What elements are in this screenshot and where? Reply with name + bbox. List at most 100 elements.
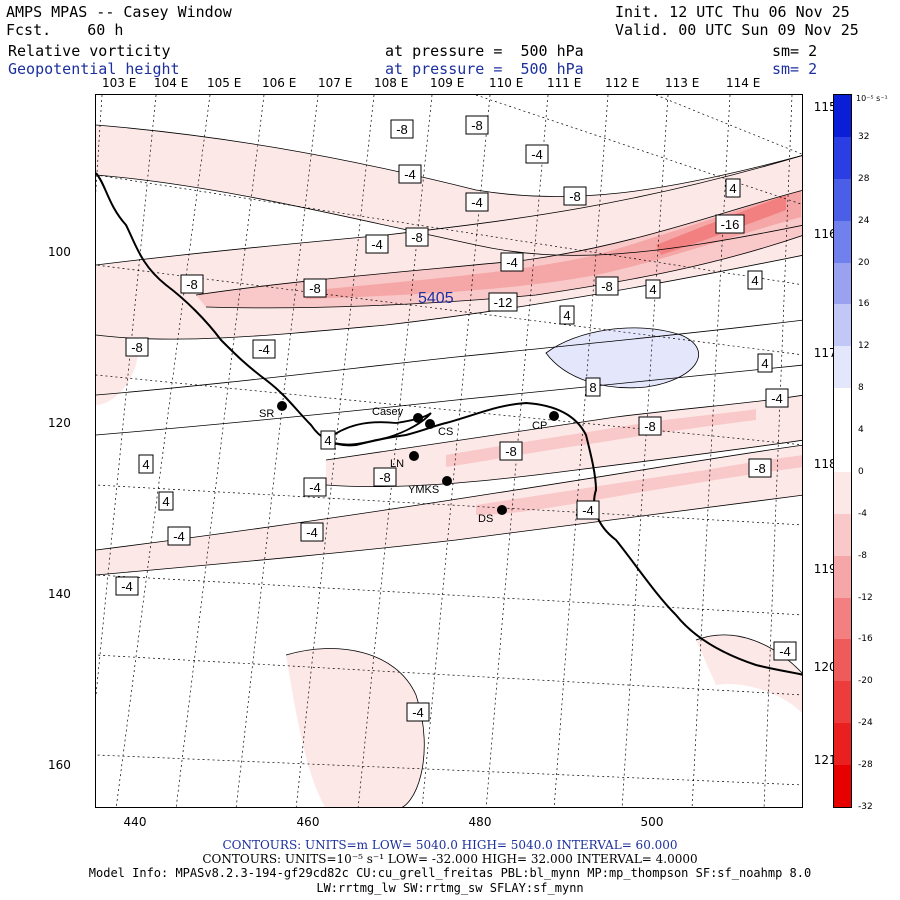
contour-label-box — [559, 305, 575, 325]
contour-label-box — [585, 377, 601, 397]
colorbar-cell — [834, 681, 851, 724]
contour-label-box — [138, 454, 154, 474]
station-marker — [425, 419, 435, 429]
footer-model-physics: LW:rrtmg_lw SW:rrtmg_sw SFLAY:sf_mynn — [316, 881, 584, 895]
contour-label-box — [373, 467, 397, 487]
contour-label: -8 — [411, 230, 423, 245]
colorbar-label: -32 — [858, 802, 873, 812]
lon-label: 109 E — [430, 76, 465, 90]
station-label: Casey — [372, 406, 404, 418]
colorbar-label: 0 — [858, 466, 864, 477]
contour-label-box — [180, 274, 204, 294]
y-tick-label: 100 — [48, 245, 71, 259]
contour-label: -8 — [754, 461, 766, 476]
lon-label: 106 E — [262, 76, 297, 90]
contour-label: -12 — [494, 295, 513, 310]
contour-label-box — [125, 337, 149, 357]
contour-label: -4 — [412, 705, 424, 720]
vorticity-contours — [96, 124, 802, 807]
contour-label: -8 — [601, 279, 613, 294]
forecast-hour: Fcst. 60 h — [6, 21, 124, 39]
stations: SR Casey CS CP LN YMKS DS — [259, 401, 559, 525]
field-label-height: Geopotential height — [8, 60, 180, 78]
x-tick-label: 500 — [640, 815, 664, 829]
y-tick-label: 160 — [48, 758, 71, 772]
colorbar-label: 16 — [858, 299, 870, 310]
station-marker — [442, 476, 452, 486]
contour-label-box — [725, 178, 741, 198]
smoothing-1: sm= 2 — [772, 42, 818, 60]
contour-label-box — [167, 526, 191, 546]
colorbar-cell — [834, 220, 851, 263]
lon-label: 113 E — [665, 76, 700, 90]
colorbar-label: 32 — [858, 131, 870, 142]
station-marker — [409, 451, 419, 461]
y-tick-label: 120 — [48, 416, 71, 430]
colorbar-cell — [834, 346, 851, 389]
station-label: CP — [532, 420, 547, 432]
contour-label: 4 — [761, 356, 768, 371]
contour-label-box — [765, 388, 789, 408]
contour-label-box — [320, 430, 336, 450]
init-time: Init. 12 UTC Thu 06 Nov 25 — [615, 3, 850, 21]
contour-label: 4 — [162, 494, 169, 509]
band-upper-core — [306, 190, 801, 299]
chart-title: AMPS MPAS -- Casey Window — [6, 3, 232, 21]
colorbar-cell — [834, 304, 851, 347]
colorbar-cell — [834, 639, 851, 682]
contour-label-box — [300, 522, 324, 542]
colorbar-cell — [834, 136, 851, 179]
lon-label: 103 E — [102, 76, 137, 90]
height-contour-label: 5405 — [418, 290, 454, 307]
lon-label: 104 E — [154, 76, 189, 90]
contour-label-box — [465, 115, 489, 135]
contour-label: -4 — [531, 147, 543, 162]
contour-label-box — [488, 292, 518, 312]
band-lower-core — [476, 455, 802, 515]
band-left — [96, 275, 139, 405]
colorbar-label: 4 — [858, 425, 864, 436]
contour-label: -4 — [582, 503, 594, 518]
contour-label: 4 — [324, 433, 331, 448]
colorbar-cell — [834, 555, 851, 598]
contour-label: -8 — [186, 277, 198, 292]
band-mid-core — [446, 409, 756, 467]
colorbar-cell — [834, 388, 851, 430]
band-lower — [96, 445, 802, 575]
coastline — [96, 172, 802, 676]
colorbar-label: -20 — [858, 676, 873, 687]
footer-height-contours: CONTOURS: UNITS=m LOW= 5040.0 HIGH= 5040… — [222, 838, 678, 852]
colorbar-cell — [834, 513, 851, 556]
x-tick-label: 460 — [296, 815, 320, 829]
contour-label: -8 — [131, 340, 143, 355]
contour-label: -4 — [173, 529, 185, 544]
station-label: CS — [438, 426, 453, 438]
contour-label-box — [645, 279, 661, 299]
colorbar-cell — [834, 723, 851, 765]
contour-label-box — [390, 119, 414, 139]
contour-label-box — [465, 192, 489, 212]
contour-label: -4 — [121, 579, 133, 594]
x-tick-label: 440 — [123, 815, 147, 829]
contour-label: 8 — [589, 380, 596, 395]
colorbar-label: -28 — [858, 760, 873, 771]
station-marker — [413, 413, 423, 423]
colorbar-label: 12 — [858, 341, 870, 352]
contour-label: -8 — [644, 419, 656, 434]
field-label-vorticity: Relative vorticity — [8, 42, 171, 60]
smoothing-2: sm= 2 — [772, 60, 818, 78]
contour-label-box — [715, 214, 745, 234]
contour-label: -8 — [396, 122, 408, 137]
contour-label: -4 — [309, 480, 321, 495]
station-label: LN — [390, 458, 404, 470]
pressure-level-2: at pressure = 500 hPa — [385, 60, 584, 78]
station-marker — [497, 505, 507, 515]
lon-label: 108 E — [374, 76, 409, 90]
colorbar-unit: 10⁻⁵ s⁻¹ — [856, 94, 888, 103]
contour-label-box — [747, 270, 763, 290]
contour-label-box — [748, 458, 772, 478]
contour-label-box — [525, 144, 549, 164]
pressure-level-1: at pressure = 500 hPa — [385, 42, 584, 60]
colorbar-cell — [834, 430, 851, 472]
lon-label: 107 E — [318, 76, 353, 90]
